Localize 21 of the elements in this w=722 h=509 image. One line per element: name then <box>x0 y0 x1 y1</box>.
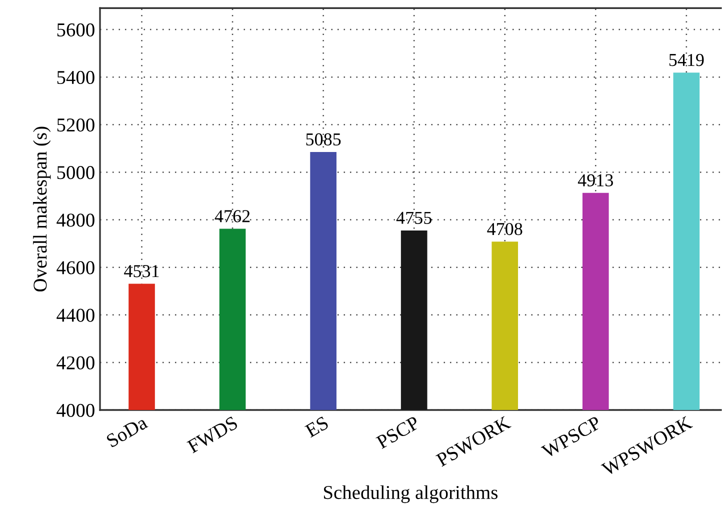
y-axis-title: Overall makespan (s) <box>33 126 51 292</box>
y-tick-label: 5600 <box>57 23 94 36</box>
data-label: 4913 <box>578 174 613 186</box>
data-label: 4708 <box>487 222 522 236</box>
data-label: 5419 <box>669 54 704 66</box>
y-tick-label: 4200 <box>56 356 94 370</box>
y-tick-label: 4000 <box>56 404 94 417</box>
x-tick-label: SoDa <box>106 416 148 448</box>
x-tick-label: PSCP <box>376 416 420 450</box>
y-tick-label: 4800 <box>56 214 94 227</box>
x-axis-title: Scheduling algorithms <box>324 485 498 504</box>
y-tick-label: 4400 <box>56 308 94 322</box>
data-label: 4762 <box>214 210 250 222</box>
data-label: 4755 <box>396 212 432 224</box>
data-label: 4531 <box>124 265 159 278</box>
y-tick-label: 4600 <box>56 261 94 274</box>
x-tick-label: ES <box>304 416 330 438</box>
data-label: 5085 <box>306 133 341 146</box>
y-tick-label: 5400 <box>57 70 94 84</box>
y-tick-label: 5000 <box>57 166 94 180</box>
y-tick-label: 5200 <box>57 118 94 132</box>
